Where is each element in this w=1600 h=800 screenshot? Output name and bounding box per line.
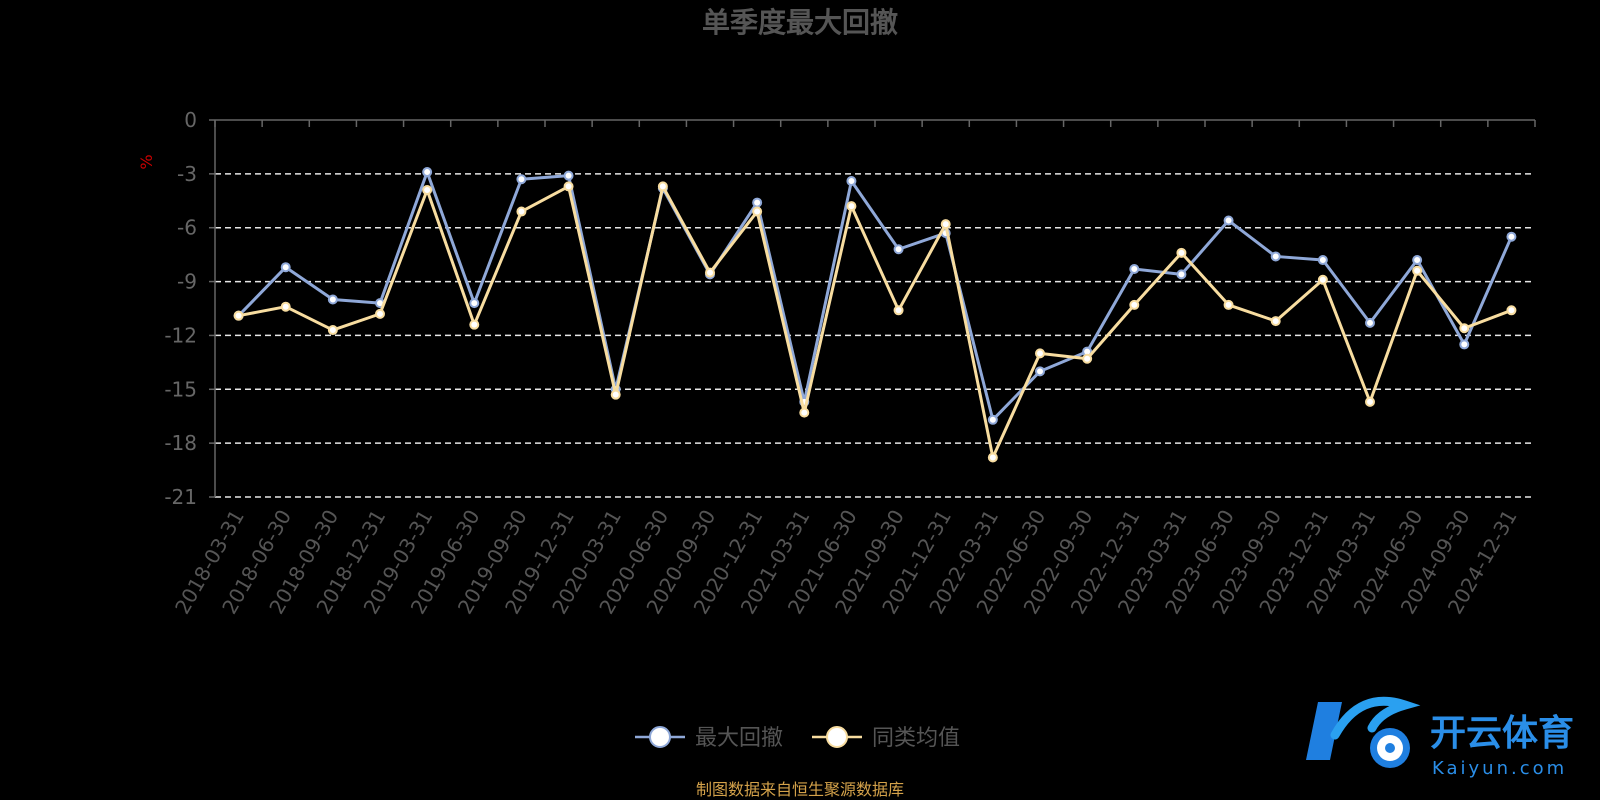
y-tick-label: -21 xyxy=(164,485,197,509)
y-tick-label: -15 xyxy=(164,377,197,401)
data-point[interactable] xyxy=(563,170,574,181)
legend-swatch-marker xyxy=(826,726,848,748)
data-point[interactable] xyxy=(752,197,763,208)
data-point[interactable] xyxy=(1270,251,1281,262)
series-lines xyxy=(233,167,1517,463)
data-point[interactable] xyxy=(1129,299,1140,310)
data-point[interactable] xyxy=(1317,255,1328,266)
data-point[interactable] xyxy=(1365,396,1375,407)
data-point[interactable] xyxy=(1129,264,1140,275)
data-point[interactable] xyxy=(1459,339,1470,350)
data-point[interactable] xyxy=(233,310,244,321)
data-point[interactable] xyxy=(280,262,291,273)
y-tick-label: -12 xyxy=(164,323,197,347)
watermark-logo: 开云体育 Kaiyun.com xyxy=(1306,696,1574,779)
data-point[interactable] xyxy=(1176,247,1187,258)
data-point[interactable] xyxy=(1412,265,1423,276)
series-0 xyxy=(233,167,1517,425)
data-point[interactable] xyxy=(1176,269,1187,280)
data-point[interactable] xyxy=(280,301,291,312)
axes xyxy=(209,119,1536,498)
watermark-name-en: Kaiyun.com xyxy=(1432,758,1567,779)
data-point[interactable] xyxy=(1506,231,1517,242)
data-point[interactable] xyxy=(752,206,763,217)
grid-lines xyxy=(215,173,1535,498)
data-point[interactable] xyxy=(846,176,857,187)
data-point[interactable] xyxy=(422,185,433,196)
data-point[interactable] xyxy=(705,267,715,278)
data-point[interactable] xyxy=(563,181,574,192)
data-point[interactable] xyxy=(1082,353,1093,364)
data-point[interactable] xyxy=(987,452,998,463)
watermark-name-cn: 开云体育 xyxy=(1430,713,1574,754)
legend-swatch-marker xyxy=(649,726,671,748)
data-point[interactable] xyxy=(469,298,480,309)
data-point[interactable] xyxy=(940,219,951,230)
series-1 xyxy=(233,181,1517,463)
y-tick-label: -9 xyxy=(177,270,197,294)
legend-label: 最大回撤 xyxy=(695,726,783,751)
legend-item-0[interactable]: 最大回撤 xyxy=(635,726,783,751)
data-point[interactable] xyxy=(1365,317,1375,328)
legend-label: 同类均值 xyxy=(872,726,960,751)
data-point[interactable] xyxy=(1317,274,1328,285)
data-point[interactable] xyxy=(516,174,527,185)
data-point[interactable] xyxy=(1459,323,1470,334)
data-point[interactable] xyxy=(799,407,810,418)
y-tick-label: 0 xyxy=(184,108,197,132)
data-point[interactable] xyxy=(422,167,433,178)
data-point[interactable] xyxy=(375,308,385,319)
data-point[interactable] xyxy=(1506,305,1517,316)
data-point[interactable] xyxy=(1412,255,1423,266)
y-tick-label: -3 xyxy=(177,162,197,186)
legend[interactable]: 最大回撤 同类均值 xyxy=(635,726,960,751)
x-tick-labels: 2018-03-312018-06-302018-09-302018-12-31… xyxy=(170,505,1522,618)
k-soccer-logo-icon xyxy=(1306,696,1421,768)
chart-title: 单季度最大回撤 xyxy=(702,6,898,39)
y-tick-label: -6 xyxy=(177,216,197,240)
data-point[interactable] xyxy=(327,325,338,336)
data-point[interactable] xyxy=(516,206,527,217)
legend-item-1[interactable]: 同类均值 xyxy=(812,726,960,751)
data-point[interactable] xyxy=(1035,348,1045,359)
y-tick-labels: 0 -3 -6 -9 -12 -15 -18 -21 xyxy=(164,108,197,509)
data-point[interactable] xyxy=(893,244,904,255)
y-tick-label: -18 xyxy=(164,431,197,455)
data-point[interactable] xyxy=(1035,366,1045,377)
data-source-note: 制图数据来自恒生聚源数据库 xyxy=(696,780,904,799)
data-point[interactable] xyxy=(657,181,668,192)
data-point[interactable] xyxy=(893,305,904,316)
y-axis-unit: % xyxy=(137,154,156,169)
series-line xyxy=(238,184,1512,460)
data-point[interactable] xyxy=(610,389,621,400)
series-line xyxy=(237,170,1513,422)
data-point[interactable] xyxy=(987,414,998,425)
data-point[interactable] xyxy=(1270,316,1281,327)
data-point[interactable] xyxy=(327,294,338,305)
data-point[interactable] xyxy=(1223,299,1234,310)
data-point[interactable] xyxy=(469,319,480,330)
data-point[interactable] xyxy=(1223,215,1234,226)
data-point[interactable] xyxy=(846,201,857,212)
